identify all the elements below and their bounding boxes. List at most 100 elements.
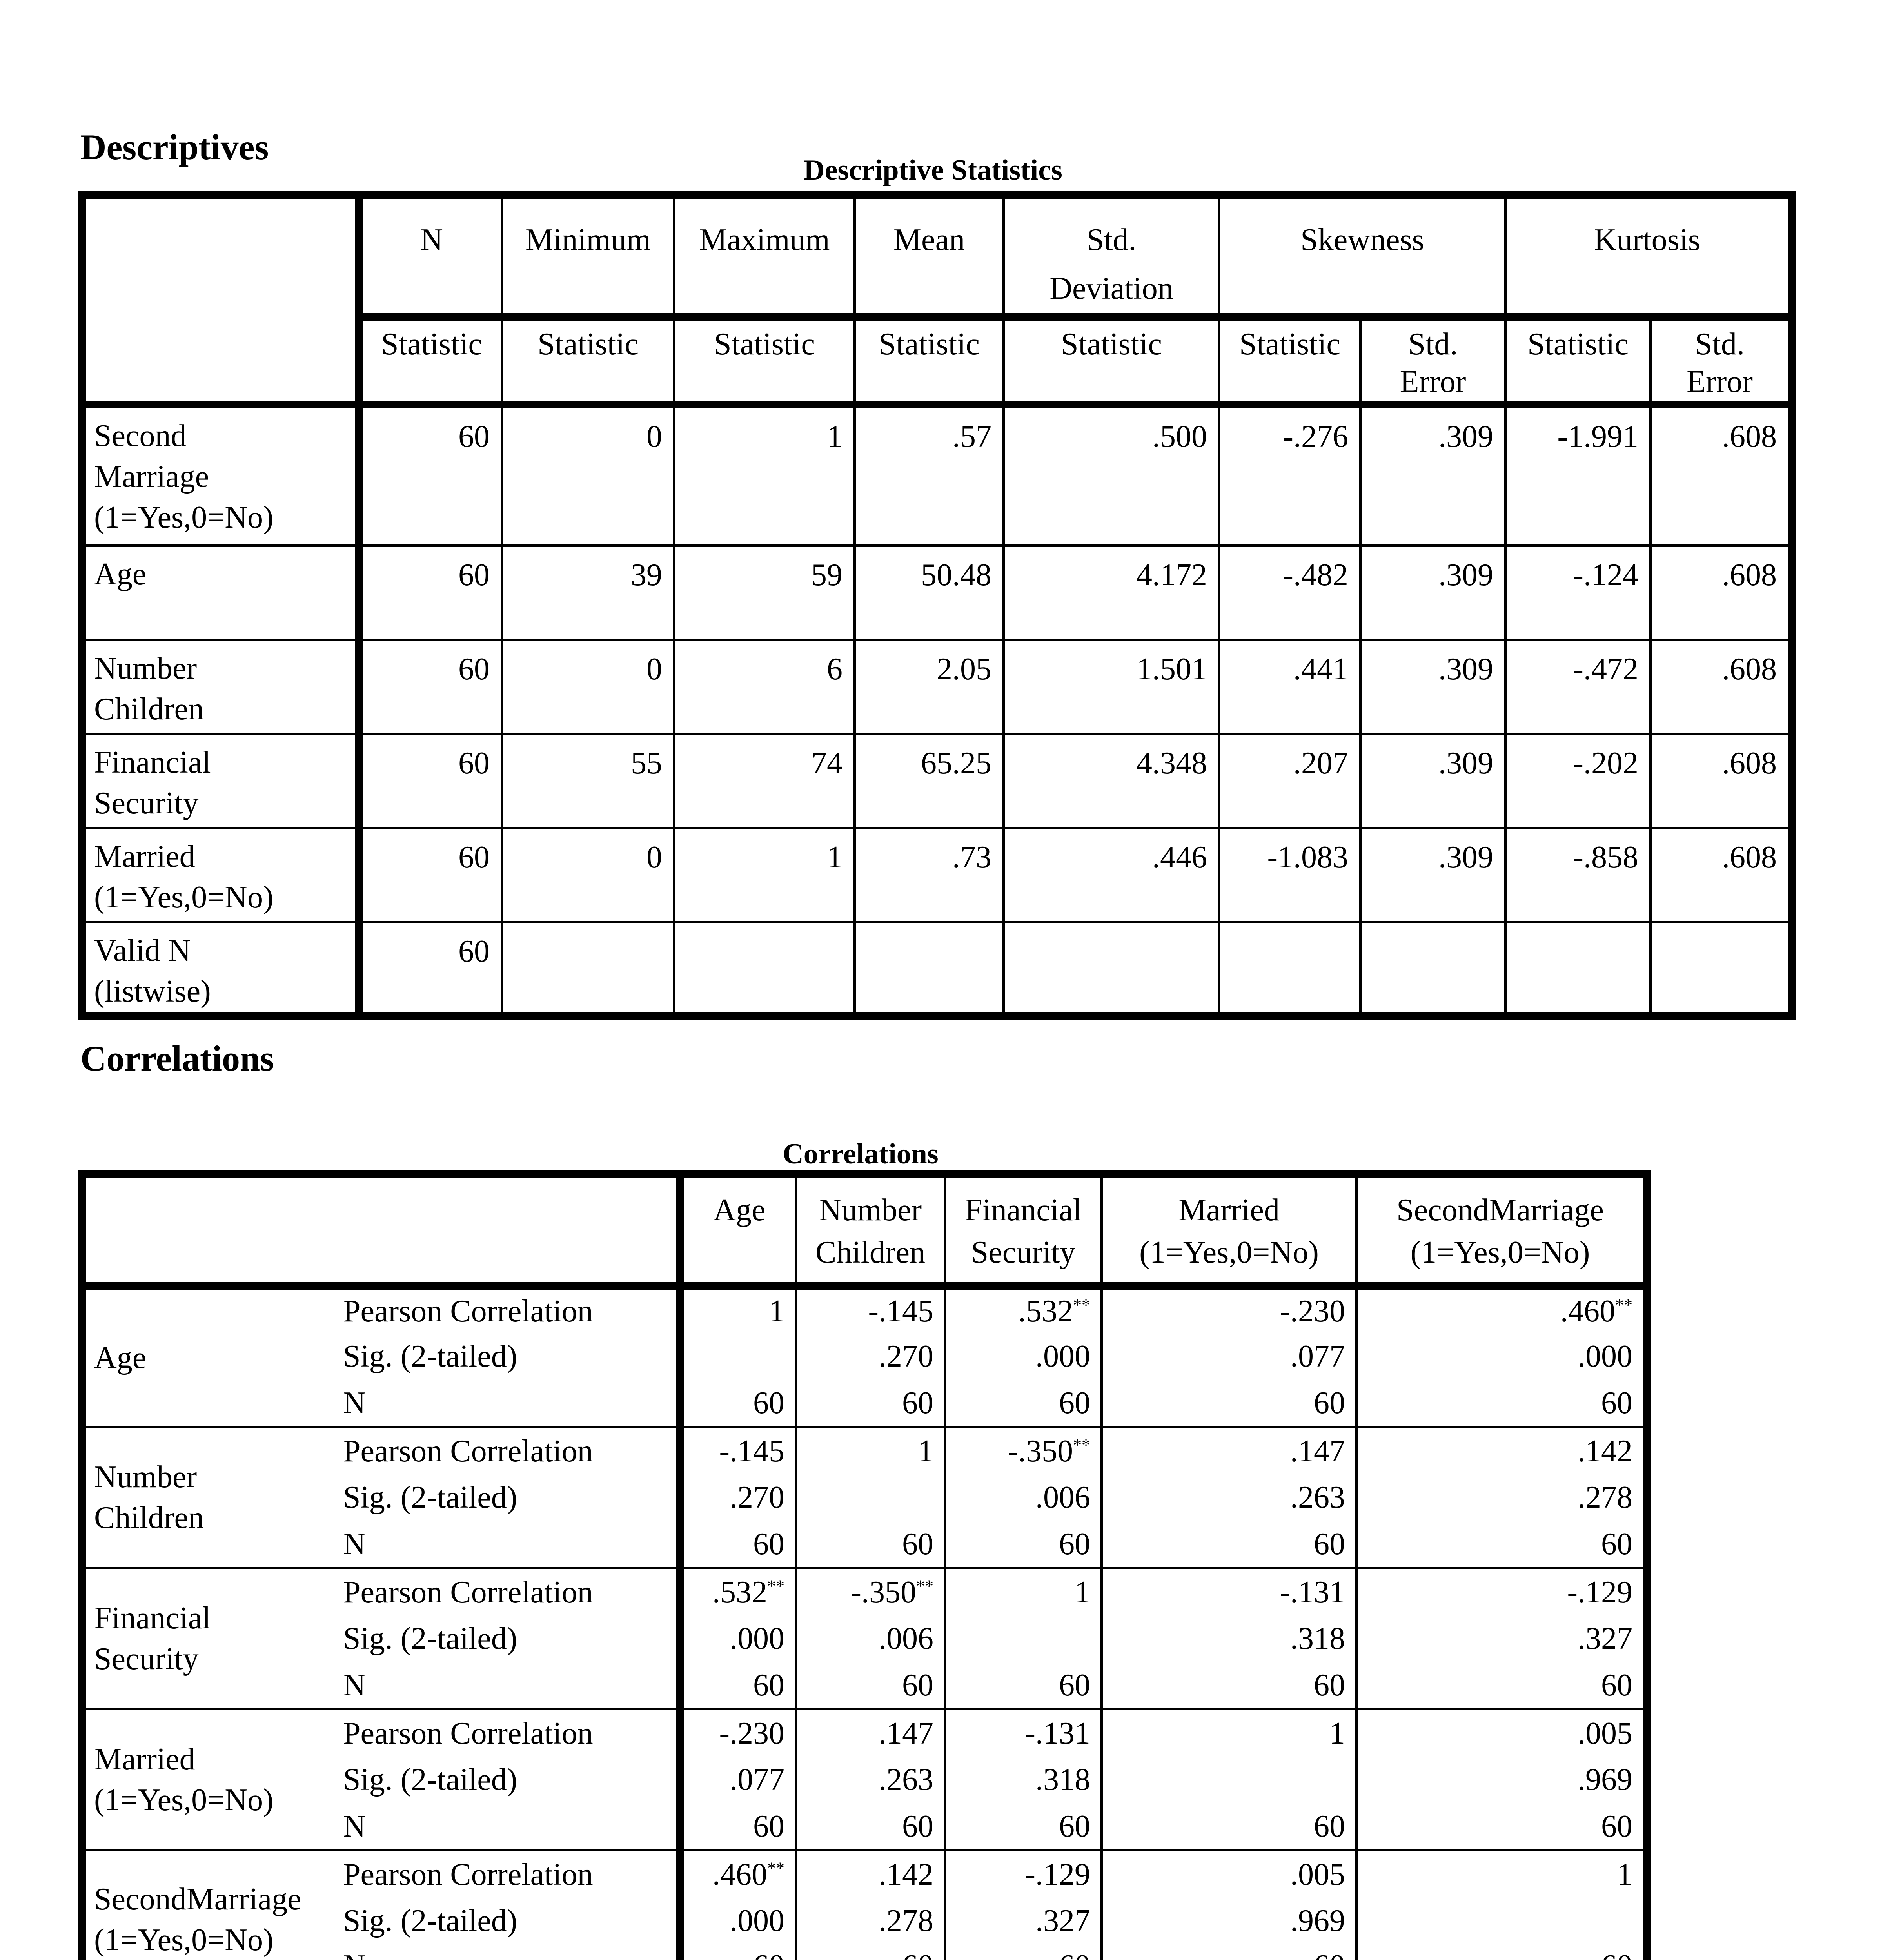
value-cell: .309 xyxy=(1359,733,1507,829)
stat-label: N xyxy=(343,1668,366,1702)
table-row: Sig. (2-tailed) .270 .000 .077 .000 xyxy=(82,1333,1647,1380)
value-cell: 1 xyxy=(1100,1708,1356,1756)
table-row: N 60 60 60 60 60 xyxy=(82,1521,1647,1568)
value-cell: 60 xyxy=(358,544,503,641)
value-cell xyxy=(676,1333,796,1380)
value-cell: .441 xyxy=(1218,639,1362,735)
value-cell: .000 xyxy=(676,1615,796,1662)
table-row: Financial Security 60 55 74 65.25 4.348 … xyxy=(81,733,1793,829)
significance-marker: ** xyxy=(1073,1295,1090,1315)
stat-label: Pearson Correlation xyxy=(335,1285,680,1333)
value-cell: 1.501 xyxy=(1002,639,1220,735)
section-heading-correlations: Correlations xyxy=(80,1038,274,1078)
value-cell: .006 xyxy=(944,1474,1102,1521)
row-label: Number Children xyxy=(81,639,363,735)
value-cell: -.145 xyxy=(795,1285,945,1333)
value-cell xyxy=(1100,1756,1356,1803)
row-label-number-children: Number Children xyxy=(82,1426,335,1568)
value-cell: -1.083 xyxy=(1218,827,1362,923)
value-cell: 60 xyxy=(944,1803,1102,1850)
corner-cell xyxy=(82,1174,684,1290)
value-cell xyxy=(1504,921,1652,1017)
correlation-value: .147 xyxy=(879,1716,933,1751)
value-cell: 1 xyxy=(944,1567,1102,1615)
value-cell: .327 xyxy=(1355,1615,1647,1662)
value-cell xyxy=(1218,921,1362,1017)
value-cell: .142 xyxy=(1355,1426,1647,1474)
value-cell: .460** xyxy=(676,1849,796,1897)
stat-label: Sig. (2-tailed) xyxy=(343,1904,517,1938)
table-row: Sig. (2-tailed) .000 .278 .327 .969 xyxy=(82,1897,1647,1944)
value-cell: 60 xyxy=(795,1944,945,1960)
correlation-value: 1 xyxy=(769,1294,784,1328)
stat-label: Sig. (2-tailed) xyxy=(343,1762,517,1797)
value-cell: .000 xyxy=(1355,1333,1647,1380)
value-cell: 60 xyxy=(795,1380,945,1427)
table-row: N 60 60 60 60 60 xyxy=(82,1944,1647,1960)
header-row: Age Number Children Financial Security M… xyxy=(82,1174,1647,1290)
correlations-title: Correlations xyxy=(783,1138,939,1170)
sub-header: Statistic xyxy=(1218,316,1362,408)
value-cell: .263 xyxy=(1100,1474,1356,1521)
correlation-value: .005 xyxy=(1290,1857,1345,1892)
table-row: Age Pearson Correlation 1 -.145 .532** -… xyxy=(82,1285,1647,1427)
value-cell: 1 xyxy=(673,403,856,547)
row-label-married: Married (1=Yes,0=No) xyxy=(82,1708,335,1850)
table-row: N 60 60 60 60 60 xyxy=(82,1803,1647,1850)
value-cell: .608 xyxy=(1649,827,1793,923)
value-cell: 60 xyxy=(944,1521,1102,1568)
stat-label: Sig. (2-tailed) xyxy=(343,1339,517,1374)
value-cell: -.230 xyxy=(676,1708,796,1756)
table-row: N 60 60 60 60 60 xyxy=(82,1662,1647,1709)
table-row: Sig. (2-tailed) .270 .006 .263 .278 xyxy=(82,1474,1647,1521)
sub-header: Statistic xyxy=(1002,316,1220,408)
value-cell: .532** xyxy=(676,1567,796,1615)
table-row: Valid N (listwise) 60 xyxy=(81,921,1793,1017)
stat-label: Pearson Correlation xyxy=(335,1849,680,1897)
value-cell: 60 xyxy=(676,1803,796,1850)
value-cell: .005 xyxy=(1100,1849,1356,1897)
col-header-kurtosis: Kurtosis xyxy=(1504,194,1793,321)
value-cell: -.145 xyxy=(676,1426,796,1474)
value-cell: .309 xyxy=(1359,639,1507,735)
correlation-value: -.230 xyxy=(1280,1294,1345,1328)
stat-label: Pearson Correlation xyxy=(335,1708,680,1756)
row-label-age: Age xyxy=(82,1285,335,1427)
value-cell: .608 xyxy=(1649,733,1793,829)
value-cell: -.202 xyxy=(1504,733,1652,829)
correlation-value: 1 xyxy=(1075,1575,1090,1610)
value-cell xyxy=(1002,921,1220,1017)
correlation-value: 1 xyxy=(1329,1716,1345,1751)
value-cell: .278 xyxy=(795,1897,945,1944)
correlation-value: .142 xyxy=(1578,1434,1632,1468)
descriptive-statistics-table: N Minimum Maximum Mean Std. Deviation Sk… xyxy=(78,191,1796,1020)
value-cell: .608 xyxy=(1649,639,1793,735)
correlation-value: .532 xyxy=(1018,1294,1073,1328)
col-header-maximum: Maximum xyxy=(673,194,856,321)
value-cell: -.131 xyxy=(944,1708,1102,1756)
col-header-skewness: Skewness xyxy=(1218,194,1507,321)
significance-marker: ** xyxy=(916,1576,933,1595)
sub-header: Statistic xyxy=(853,316,1005,408)
value-cell xyxy=(1359,921,1507,1017)
value-cell: 60 xyxy=(358,733,503,829)
value-cell: .57 xyxy=(853,403,1005,547)
value-cell: .309 xyxy=(1359,544,1507,641)
value-cell: .309 xyxy=(1359,827,1507,923)
col-header-age: Age xyxy=(676,1174,796,1290)
col-header-minimum: Minimum xyxy=(501,194,675,321)
value-cell: -.350** xyxy=(944,1426,1102,1474)
value-cell: .263 xyxy=(795,1756,945,1803)
value-cell xyxy=(944,1615,1102,1662)
value-cell: 60 xyxy=(676,1521,796,1568)
value-cell: 60 xyxy=(795,1662,945,1709)
row-label: Married (1=Yes,0=No) xyxy=(81,827,363,923)
table-row: Sig. (2-tailed) .000 .006 .318 .327 xyxy=(82,1615,1647,1662)
value-cell: 60 xyxy=(1355,1521,1647,1568)
value-cell: 39 xyxy=(501,544,675,641)
correlation-value: -.230 xyxy=(719,1716,784,1751)
table-row: N 60 60 60 60 60 xyxy=(82,1380,1647,1427)
sub-header: Statistic xyxy=(1504,316,1652,408)
correlation-value: .005 xyxy=(1578,1716,1632,1751)
value-cell xyxy=(501,921,675,1017)
